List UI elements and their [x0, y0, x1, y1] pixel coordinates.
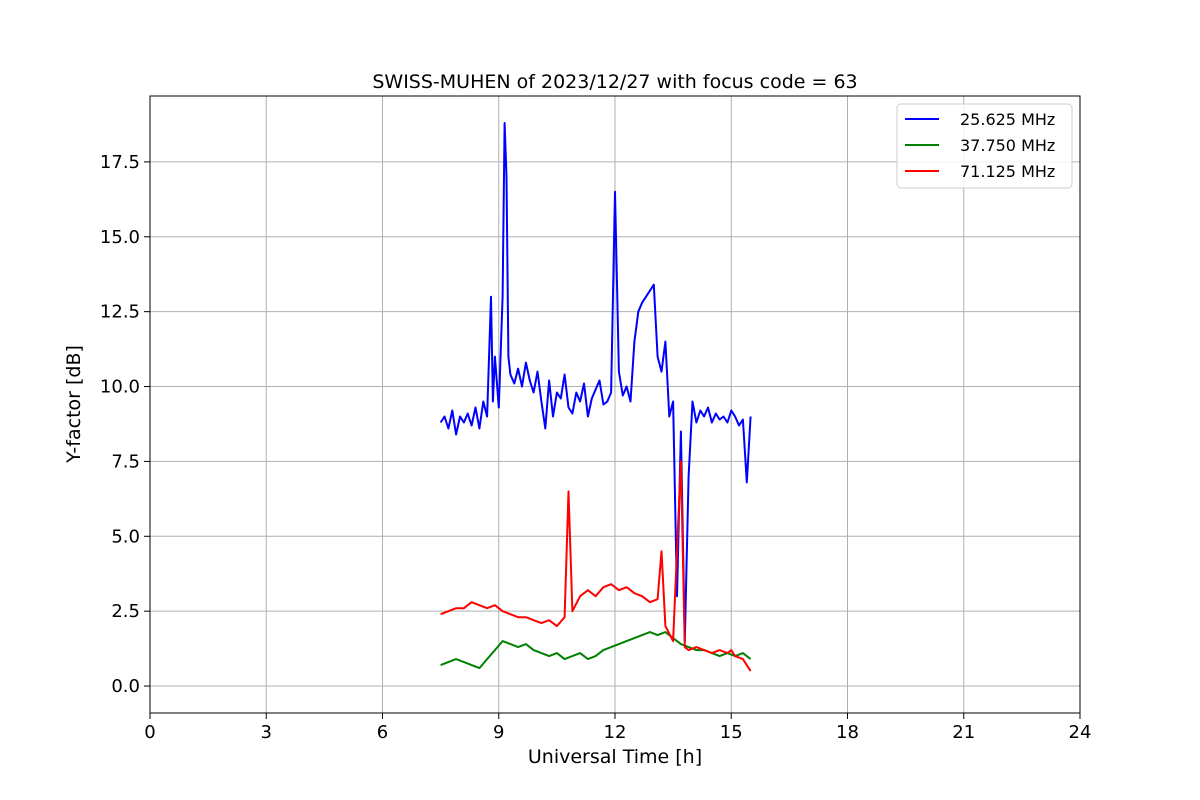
y-tick-label: 5.0: [111, 526, 140, 547]
y-tick-label: 10.0: [100, 377, 140, 398]
series-line: [440, 631, 752, 670]
y-tick-label: 12.5: [100, 302, 140, 323]
x-tick-label: 3: [261, 722, 272, 743]
y-tick-label: 15.0: [100, 227, 140, 248]
x-tick-label: 6: [377, 722, 388, 743]
plot-series: [439, 122, 752, 672]
legend-label: 37.750 MHz: [960, 136, 1055, 155]
y-tick-label: 7.5: [111, 451, 140, 472]
x-axis-ticks: 0 3 6 9 12 15 18 21 24: [144, 713, 1091, 743]
y-tick-label: 0.0: [111, 676, 140, 697]
x-tick-label: 12: [604, 722, 627, 743]
x-tick-label: 18: [836, 722, 859, 743]
legend: 25.625 MHz 37.750 MHz 71.125 MHz: [896, 103, 1073, 189]
series-line: [439, 122, 752, 643]
legend-label: 71.125 MHz: [960, 162, 1055, 181]
y-tick-label: 2.5: [111, 601, 140, 622]
x-tick-label: 24: [1069, 722, 1092, 743]
y-tick-label: 17.5: [100, 152, 140, 173]
x-tick-label: 15: [720, 722, 743, 743]
y-axis-ticks: 0.0 2.5 5.0 7.5 10.0 12.5 15.0 17.5: [100, 152, 150, 697]
x-tick-label: 9: [493, 722, 504, 743]
chart-title: SWISS-MUHEN of 2023/12/27 with focus cod…: [372, 71, 857, 93]
series-line: [440, 460, 752, 672]
legend-label: 25.625 MHz: [960, 110, 1055, 129]
legend-box: [896, 103, 1073, 189]
x-tick-label: 21: [952, 722, 975, 743]
y-axis-label: Y-factor [dB]: [63, 345, 85, 464]
x-axis-label: Universal Time [h]: [528, 746, 702, 768]
x-tick-label: 0: [144, 722, 155, 743]
